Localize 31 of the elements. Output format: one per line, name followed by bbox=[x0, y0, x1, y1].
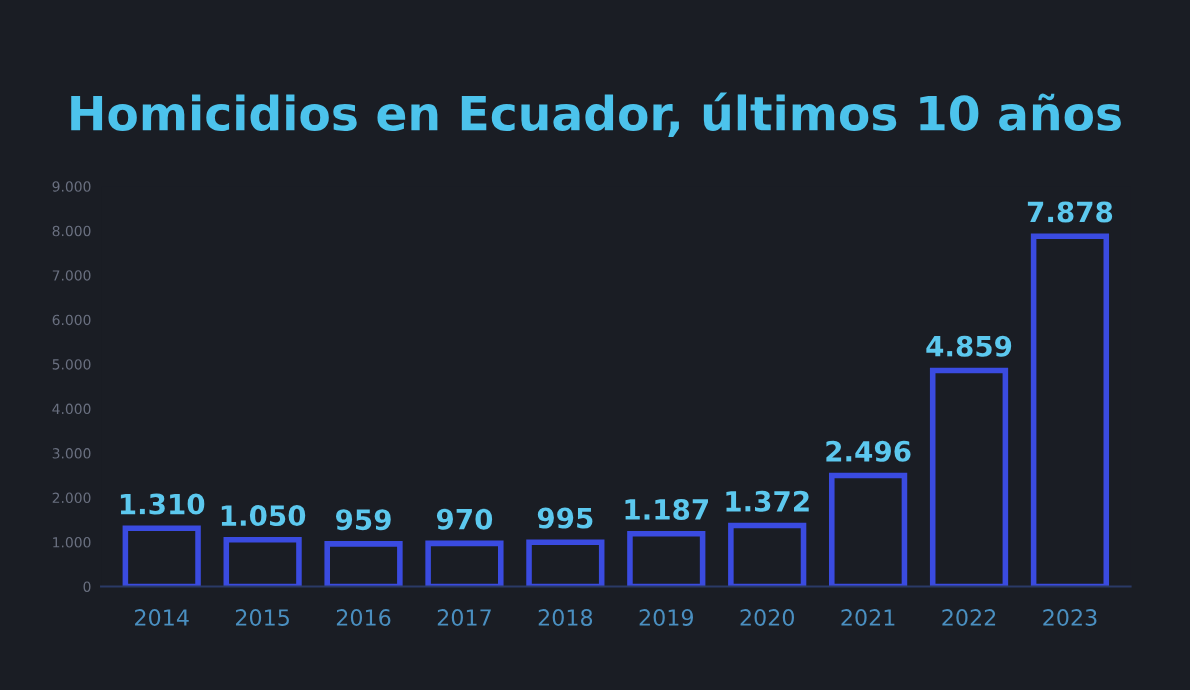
chart-title: Homicidios en Ecuador, últimos 10 años bbox=[71, 92, 1121, 138]
x-tick-label: 2016 bbox=[336, 609, 391, 626]
data-label: 959 bbox=[335, 509, 391, 531]
x-tick-label: 2020 bbox=[740, 609, 794, 626]
data-label: 970 bbox=[436, 508, 493, 530]
data-label: 2.496 bbox=[826, 440, 911, 462]
bar bbox=[1030, 233, 1110, 587]
data-label: 1.372 bbox=[726, 490, 809, 512]
x-tick-label: 2019 bbox=[639, 609, 693, 626]
bar bbox=[829, 472, 908, 587]
bar bbox=[324, 541, 403, 587]
data-label: 1.187 bbox=[625, 498, 709, 520]
x-tick-label: 2018 bbox=[538, 609, 593, 626]
bar bbox=[526, 539, 605, 587]
data-label: 4.859 bbox=[926, 335, 1012, 357]
bar bbox=[223, 537, 302, 587]
data-label: 995 bbox=[537, 507, 593, 529]
bar bbox=[627, 530, 706, 587]
data-label: 1.310 bbox=[120, 493, 205, 515]
bar bbox=[929, 367, 1009, 587]
x-tick-label: 2017 bbox=[437, 609, 491, 626]
data-label: 1.050 bbox=[221, 505, 306, 527]
x-tick-label: 2022 bbox=[942, 609, 996, 626]
x-tick-label: 2021 bbox=[841, 609, 895, 626]
x-tick-label: 2023 bbox=[1043, 609, 1097, 626]
bar bbox=[425, 540, 504, 587]
data-label: 7.878 bbox=[1027, 201, 1113, 223]
bar bbox=[728, 522, 807, 587]
bar bbox=[122, 525, 201, 587]
x-tick-label: 2014 bbox=[135, 609, 189, 626]
x-tick-label: 2015 bbox=[235, 609, 289, 626]
